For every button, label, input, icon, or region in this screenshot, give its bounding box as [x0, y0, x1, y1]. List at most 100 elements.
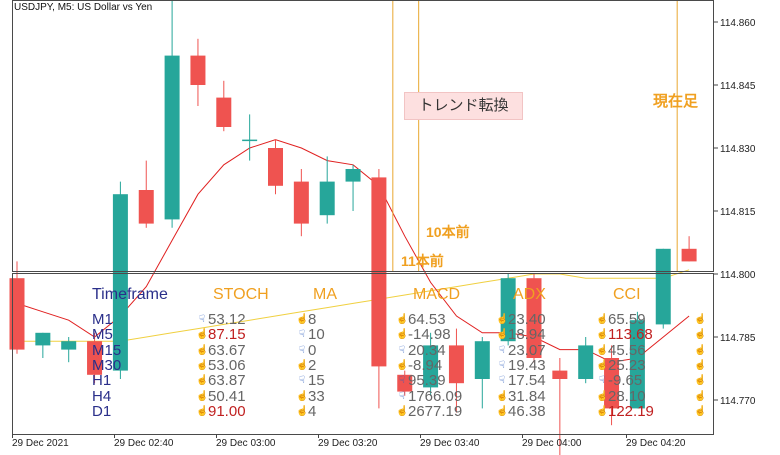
- main-chart-pane: [12, 0, 714, 272]
- indicator-cell: ☝31.84: [496, 387, 546, 405]
- indicator-cell: ☟ 1766.09: [396, 389, 462, 404]
- indicator-cell: ☝113.68: [596, 326, 653, 344]
- timeframe-label: M15: [92, 341, 122, 359]
- indicator-cell: ☟ 20.34: [396, 343, 446, 358]
- price-axis-label: 114.785: [720, 333, 756, 344]
- hand-up-icon: ☝: [694, 405, 707, 417]
- indicator-cell: ☝46.38: [496, 402, 546, 420]
- hand-down-icon: ☟: [398, 375, 406, 387]
- indicator-cell: ☟ 23.07: [496, 343, 546, 358]
- hand-up-icon: ☝: [596, 405, 609, 417]
- hand-down-icon: ☟: [498, 359, 506, 371]
- hand-down-icon: ☟: [298, 375, 306, 387]
- table-header-cci: CCI: [613, 286, 641, 303]
- timeframe-label: M30: [92, 356, 122, 374]
- indicator-cell: ☟ -9.65: [596, 373, 642, 388]
- hand-up-icon: ☝: [396, 359, 409, 371]
- indicator-cell: ☝64.53: [396, 311, 446, 328]
- indicator-cell: ☝8: [296, 311, 317, 328]
- time-axis-label: 29 Dec 03:20: [318, 438, 378, 449]
- indicator-cell: ☟ 53.12: [196, 312, 246, 327]
- time-axis-label: 29 Dec 04:00: [522, 438, 582, 449]
- candle: [578, 337, 594, 384]
- hand-up-icon: ☝: [596, 359, 609, 371]
- hand-up-icon: ☝: [196, 405, 209, 417]
- table-header-adx: ADX: [513, 286, 546, 303]
- hand-up-icon: ☝: [396, 329, 409, 341]
- hand-up-icon: ☝: [694, 390, 707, 402]
- indicator-cell: ☝50.41: [196, 387, 246, 405]
- candle: [345, 164, 361, 211]
- candle: [397, 370, 413, 396]
- candle: [526, 274, 542, 363]
- indicator-cell: ☟ 0: [296, 343, 316, 358]
- timeframe-label: M5: [92, 326, 113, 344]
- current-bar-label: 現在足: [653, 93, 699, 110]
- hand-up-icon: ☝: [596, 314, 609, 325]
- indicator-cell: ☟ 15: [296, 373, 325, 388]
- candle: [552, 358, 568, 455]
- indicator-cell: ☝65.59: [596, 311, 646, 328]
- hand-up-icon: ☝: [694, 375, 707, 387]
- hand-up-icon: ☝: [596, 329, 609, 341]
- indicator-cell: ☝25.23: [596, 356, 646, 374]
- hand-up-icon: ☝: [694, 359, 707, 371]
- timeframe-label: H4: [92, 387, 112, 405]
- indicator-cell: ☟ 95.39: [396, 373, 446, 388]
- indicator-cell: ☟ 17.54: [496, 373, 546, 388]
- indicator-cell: ☝-8.94: [396, 356, 443, 374]
- candle: [681, 236, 697, 262]
- indicator-cell: ☝2: [296, 356, 317, 374]
- indicator-cell: ☝91.00: [196, 402, 246, 420]
- table-header-stoch: STOCH: [213, 286, 269, 303]
- hand-down-icon: ☟: [298, 329, 306, 341]
- hand-up-icon: ☝: [596, 390, 609, 402]
- candle: [604, 345, 620, 426]
- candle: [164, 0, 180, 228]
- hand-up-icon: ☝: [396, 405, 409, 417]
- price-axis-label: 114.830: [720, 144, 756, 155]
- hand-up-icon: ☝: [196, 329, 209, 341]
- price-axis-label: 114.800: [720, 270, 756, 281]
- hand-up-icon: ☝: [196, 375, 209, 387]
- timeframe-label: H1: [92, 372, 112, 390]
- hand-up-icon: ☝: [496, 390, 509, 402]
- indicator-cell: ☝-14.98: [396, 326, 451, 344]
- indicator-cell: ☟ 19.43: [496, 358, 546, 373]
- hand-up-icon: ☝: [694, 329, 707, 341]
- hand-down-icon: ☟: [498, 375, 506, 387]
- indicator-cell: ☝2677.19: [396, 402, 463, 420]
- eleven-bars-ago-label: 11本前: [401, 253, 444, 269]
- indicator-cell: ☝28.10: [596, 387, 646, 405]
- indicator-cell: ☝33: [296, 387, 325, 405]
- candle: [655, 248, 671, 329]
- hand-down-icon: ☟: [398, 390, 406, 402]
- hand-down-icon: ☟: [498, 344, 506, 356]
- hand-down-icon: ☟: [198, 314, 206, 325]
- candle: [138, 160, 154, 228]
- price-axis-label: 114.770: [720, 396, 756, 407]
- time-axis-label: 29 Dec 02:40: [114, 438, 174, 449]
- hand-down-icon: ☟: [298, 344, 306, 356]
- hand-up-icon: ☝: [496, 405, 509, 417]
- indicator-cell: ☝18.94: [496, 326, 546, 344]
- candle: [319, 156, 335, 224]
- indicator-pane: [12, 273, 714, 435]
- candle: [293, 169, 309, 237]
- candle: [9, 261, 25, 354]
- hand-up-icon: ☝: [196, 359, 209, 371]
- hand-up-icon: ☝: [496, 314, 509, 325]
- price-axis-label: 114.815: [720, 207, 756, 218]
- hand-up-icon: ☝: [296, 390, 309, 402]
- timeframe-label: D1: [92, 402, 112, 420]
- indicator-cell: ☝45.56: [596, 341, 646, 359]
- indicator-cell: ☟ 10: [296, 327, 325, 342]
- hand-up-icon: ☝: [396, 314, 409, 325]
- candle: [448, 328, 464, 413]
- candle: [423, 332, 439, 396]
- candle: [500, 274, 516, 346]
- candle: [216, 80, 232, 132]
- time-axis-label: 29 Dec 03:00: [216, 438, 276, 449]
- table-header-macd: MACD: [413, 286, 461, 303]
- trend-reversal-label: トレンド転換: [404, 92, 523, 120]
